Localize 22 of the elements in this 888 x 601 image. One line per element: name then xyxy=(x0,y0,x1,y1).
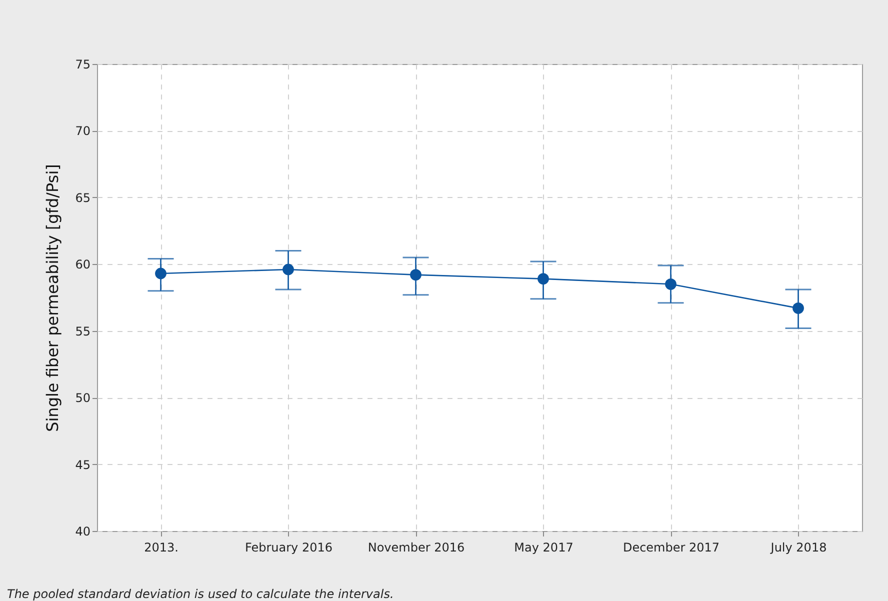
x-tick-label: November 2016 xyxy=(368,540,465,554)
y-tick-label: 65 xyxy=(75,190,90,205)
y-tick-label: 75 xyxy=(75,58,90,72)
y-tick-label: 70 xyxy=(75,124,90,138)
point xyxy=(282,264,294,276)
text: The pooled standard deviation is used to calculate the intervals. xyxy=(7,587,394,601)
x-tick-label: February 2016 xyxy=(244,540,333,554)
point xyxy=(538,273,549,285)
y-tick-label: 40 xyxy=(75,524,90,538)
y-tick-label: 50 xyxy=(75,391,90,406)
y-axis-title: Single fiber permeability [gfd/Psi] xyxy=(43,164,62,432)
point xyxy=(155,268,166,280)
point xyxy=(665,278,676,290)
point xyxy=(792,302,804,314)
x-tick-label: July 2018 xyxy=(770,540,827,554)
point xyxy=(410,269,422,281)
y-tick-label: 45 xyxy=(75,458,90,472)
x-tick-label: 2013. xyxy=(144,540,178,554)
y-tick-label: 60 xyxy=(75,258,90,272)
x-tick-label: May 2017 xyxy=(514,540,574,554)
x-tick-label: December 2017 xyxy=(622,540,720,554)
y-tick-label: 55 xyxy=(75,324,90,338)
